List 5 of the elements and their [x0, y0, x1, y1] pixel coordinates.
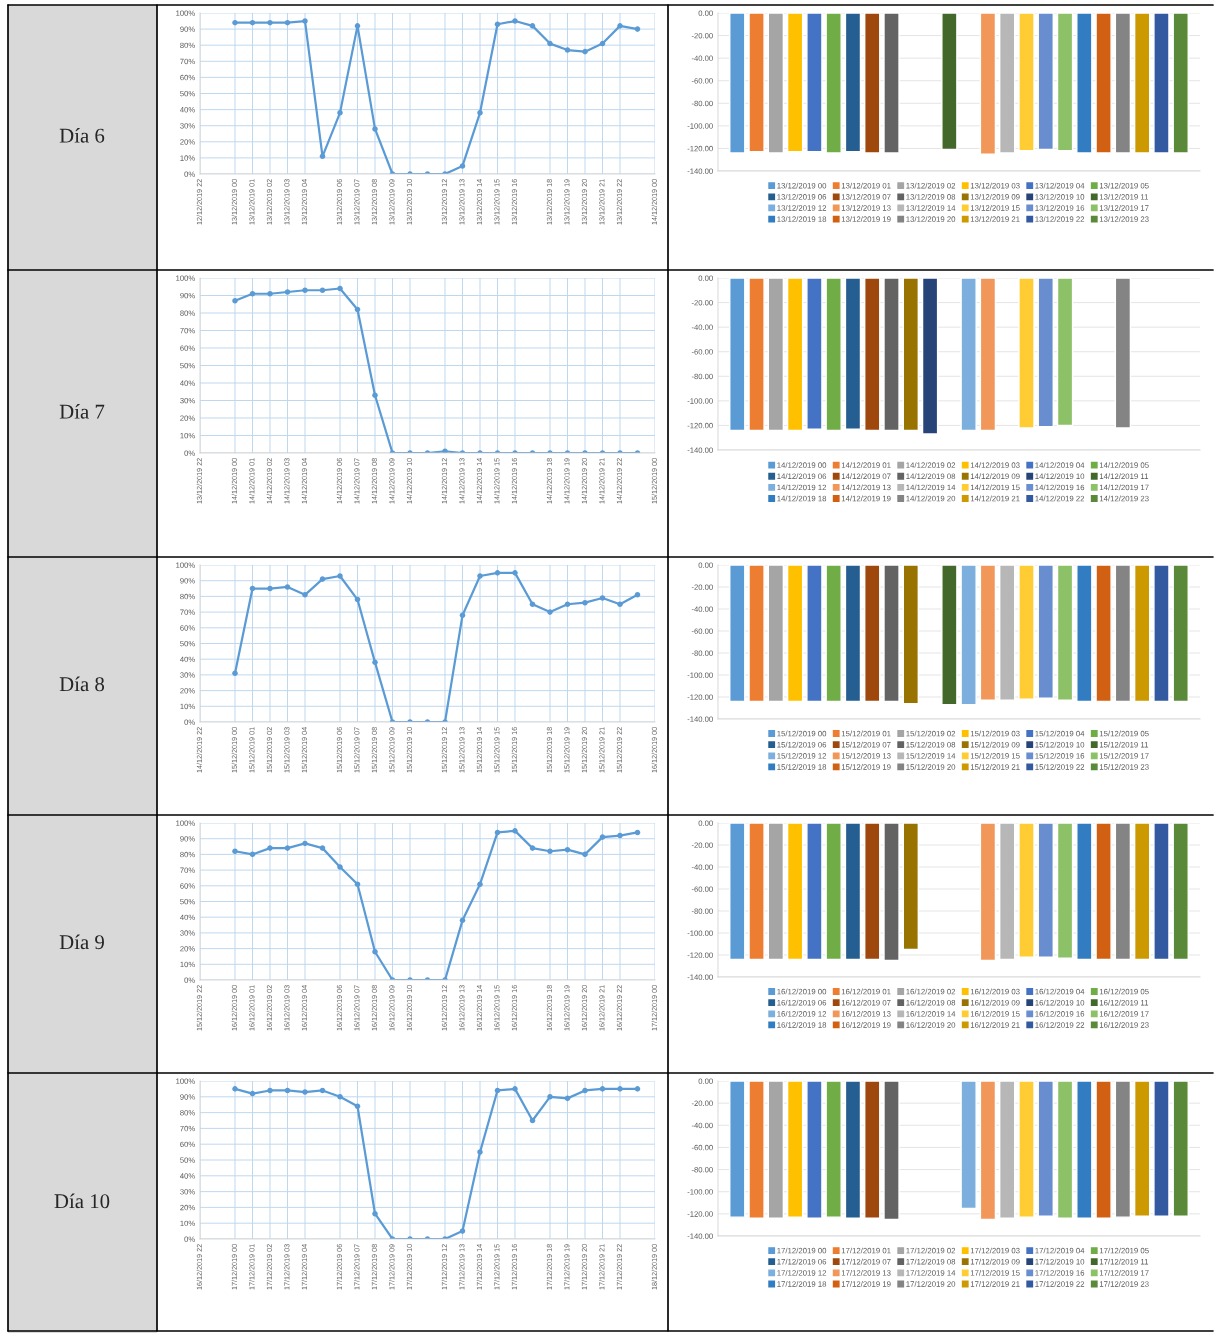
text: Día 10: [54, 1193, 110, 1209]
text: Día 8: [59, 676, 105, 692]
text: Día 6: [59, 128, 105, 143]
text: Día 7: [59, 404, 105, 419]
text: Día 9: [59, 934, 104, 950]
